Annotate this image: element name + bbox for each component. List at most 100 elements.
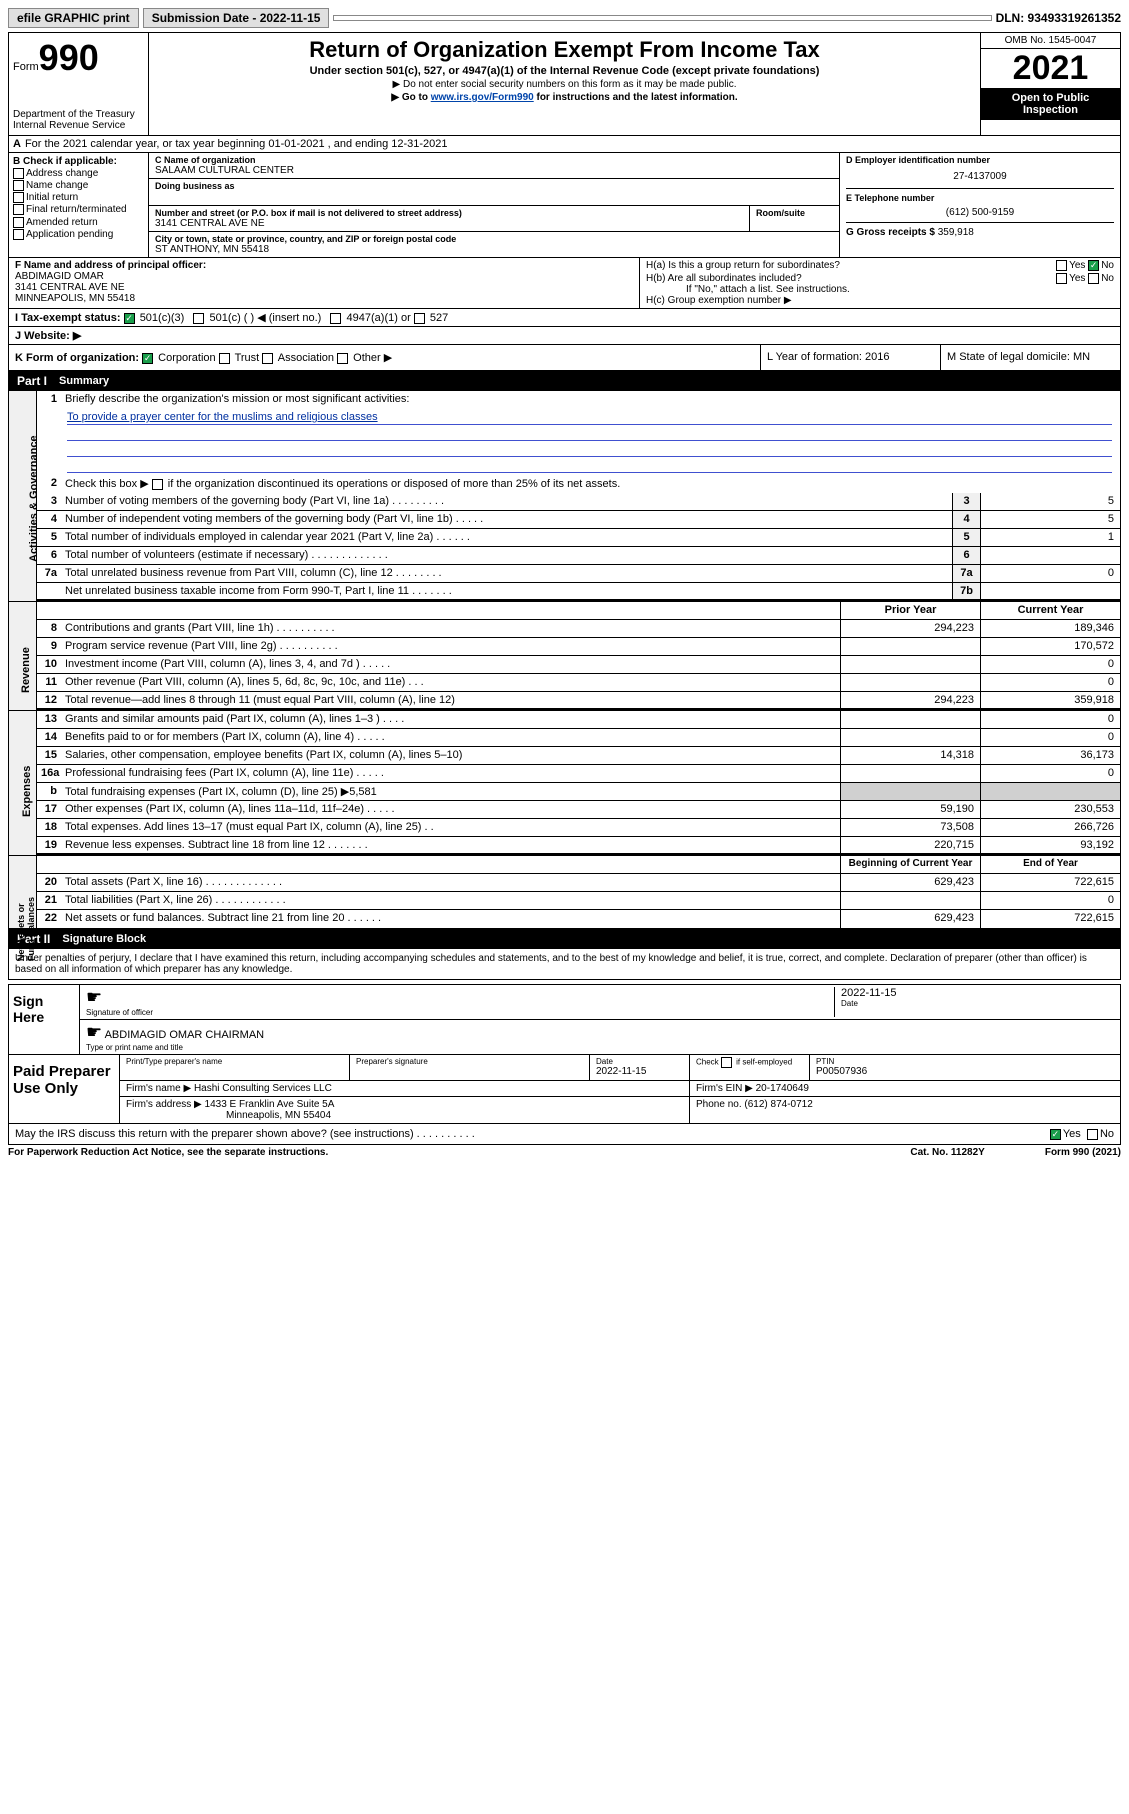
ein-label: D Employer identification number — [846, 155, 1114, 165]
cb-hb-no[interactable] — [1088, 273, 1099, 284]
header-mid: Return of Organization Exempt From Incom… — [149, 33, 980, 135]
cb-final[interactable] — [13, 204, 24, 215]
cb-hb-yes[interactable] — [1056, 273, 1067, 284]
irs-link[interactable]: www.irs.gov/Form990 — [431, 92, 534, 103]
firm-ein-val: 20-1740649 — [756, 1083, 809, 1094]
line13-text: Grants and similar amounts paid (Part IX… — [61, 711, 840, 728]
cb-pending[interactable] — [13, 229, 24, 240]
cb-assoc[interactable] — [262, 353, 273, 364]
firm-ein-label: Firm's EIN ▶ — [696, 1083, 753, 1094]
cb-name-change[interactable] — [13, 180, 24, 191]
sign-here-label: Sign Here — [9, 985, 79, 1054]
cb-501c[interactable] — [193, 313, 204, 324]
discuss-question: May the IRS discuss this return with the… — [15, 1128, 475, 1140]
opt-501c: 501(c) ( ) ◀ (insert no.) — [210, 312, 322, 324]
line13-prior — [840, 711, 980, 728]
cb-corp[interactable]: ✓ — [142, 353, 153, 364]
efile-button[interactable]: efile GRAPHIC print — [8, 8, 139, 28]
cb-501c3[interactable]: ✓ — [124, 313, 135, 324]
line8-prior: 294,223 — [840, 620, 980, 637]
year-formation: L Year of formation: 2016 — [760, 345, 940, 370]
form-label: Form — [13, 61, 39, 73]
expenses-section: Expenses 13Grants and similar amounts pa… — [8, 711, 1121, 856]
line16b-prior — [840, 783, 980, 800]
line20-text: Total assets (Part X, line 16) . . . . .… — [61, 874, 840, 891]
signature-declaration: Under penalties of perjury, I declare th… — [8, 949, 1121, 980]
sign-here-row: Sign Here ☛ Signature of officer 2022-11… — [8, 984, 1121, 1055]
cb-self-employed[interactable] — [721, 1057, 732, 1068]
dln-label: DLN: 93493319261352 — [996, 11, 1121, 25]
line15-curr: 36,173 — [980, 747, 1120, 764]
cb-discontinued[interactable] — [152, 479, 163, 490]
firm-addr1: 1433 E Franklin Ave Suite 5A — [205, 1099, 335, 1110]
line7b-val — [980, 583, 1120, 599]
cb-4947[interactable] — [330, 313, 341, 324]
section-j: J Website: ▶ — [8, 327, 1121, 345]
line6-text: Total number of volunteers (estimate if … — [61, 547, 952, 564]
line16a-text: Professional fundraising fees (Part IX, … — [61, 765, 840, 782]
cb-discuss-no[interactable] — [1087, 1129, 1098, 1140]
line7b-text: Net unrelated business taxable income fr… — [61, 583, 952, 599]
line7a-val: 0 — [980, 565, 1120, 582]
line9-prior — [840, 638, 980, 655]
line17-curr: 230,553 — [980, 801, 1120, 818]
section-fh: F Name and address of principal officer:… — [8, 258, 1121, 309]
line14-curr: 0 — [980, 729, 1120, 746]
firm-addr-label: Firm's address ▶ — [126, 1099, 202, 1110]
line5-text: Total number of individuals employed in … — [61, 529, 952, 546]
line15-text: Salaries, other compensation, employee b… — [61, 747, 840, 764]
cb-527[interactable] — [414, 313, 425, 324]
line21-curr: 0 — [980, 892, 1120, 909]
tax-status-label: I Tax-exempt status: — [15, 312, 121, 324]
line22-prior: 629,423 — [840, 910, 980, 928]
revenue-section: Revenue Prior Year Current Year 8Contrib… — [8, 602, 1121, 711]
state-domicile: M State of legal domicile: MN — [940, 345, 1120, 370]
check-self-pre: Check — [696, 1058, 721, 1067]
line19-curr: 93,192 — [980, 837, 1120, 853]
officer-name: ABDIMAGID OMAR — [15, 271, 104, 282]
cb-ha-yes[interactable] — [1056, 260, 1067, 271]
current-year-header: Current Year — [980, 602, 1120, 619]
line9-text: Program service revenue (Part VIII, line… — [61, 638, 840, 655]
line10-prior — [840, 656, 980, 673]
line18-text: Total expenses. Add lines 13–17 (must eq… — [61, 819, 840, 836]
line21-text: Total liabilities (Part X, line 26) . . … — [61, 892, 840, 909]
part1-title: Summary — [59, 375, 109, 387]
ha-yes: Yes — [1069, 260, 1085, 271]
part2-header: Part II Signature Block — [8, 929, 1121, 949]
footer-left: For Paperwork Reduction Act Notice, see … — [8, 1147, 328, 1158]
line20-curr: 722,615 — [980, 874, 1120, 891]
section-c: C Name of organization SALAAM CULTURAL C… — [149, 153, 840, 257]
opt-527: 527 — [430, 312, 448, 324]
opt-corp: Corporation — [158, 352, 215, 364]
cb-trust[interactable] — [219, 353, 230, 364]
line10-text: Investment income (Part VIII, column (A)… — [61, 656, 840, 673]
form-subtitle: Under section 501(c), 527, or 4947(a)(1)… — [153, 65, 976, 77]
opt-501c3: 501(c)(3) — [140, 312, 185, 324]
vtab-netassets: Net Assets orFund Balances — [9, 856, 37, 928]
hc-label: H(c) Group exemption number ▶ — [646, 295, 1114, 306]
cb-other[interactable] — [337, 353, 348, 364]
end-year-header: End of Year — [980, 856, 1120, 873]
firm-phone-val: (612) 874-0712 — [744, 1099, 812, 1110]
form-title: Return of Organization Exempt From Incom… — [153, 37, 976, 63]
officer-addr2: MINNEAPOLIS, MN 55418 — [15, 293, 135, 304]
check-self-post: if self-employed — [734, 1058, 792, 1067]
tax-year: 2021 — [981, 49, 1120, 88]
ha-no: No — [1101, 260, 1114, 271]
line1-text: Briefly describe the organization's miss… — [61, 391, 1120, 409]
cb-discuss-yes[interactable]: ✓ — [1050, 1129, 1061, 1140]
line14-text: Benefits paid to or for members (Part IX… — [61, 729, 840, 746]
opt-assoc: Association — [278, 352, 334, 364]
submission-date-button[interactable]: Submission Date - 2022-11-15 — [143, 8, 330, 28]
line16a-prior — [840, 765, 980, 782]
cb-initial[interactable] — [13, 192, 24, 203]
cb-amended[interactable] — [13, 217, 24, 228]
cb-ha-no[interactable]: ✓ — [1088, 260, 1099, 271]
cb-address-change[interactable] — [13, 168, 24, 179]
opt-amended: Amended return — [26, 217, 98, 228]
line5-val: 1 — [980, 529, 1120, 546]
footer-mid: Cat. No. 11282Y — [910, 1147, 984, 1158]
note2-post: for instructions and the latest informat… — [534, 92, 738, 103]
officer-label: F Name and address of principal officer: — [15, 260, 206, 271]
